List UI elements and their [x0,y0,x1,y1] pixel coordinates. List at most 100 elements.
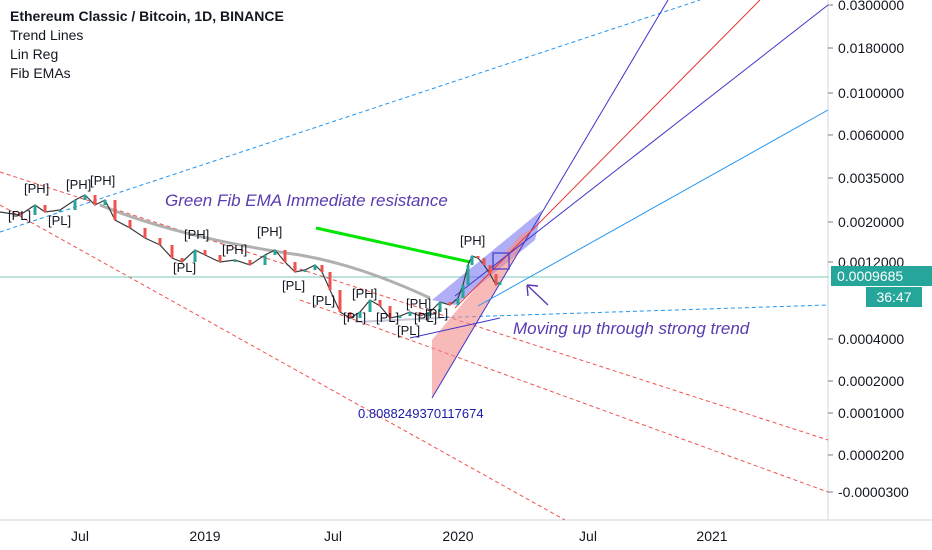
pivot-high-label: [PH] [257,224,282,239]
candle [293,262,297,272]
time-axis[interactable]: Jul 2019 Jul 2020 Jul 2021 [71,528,728,544]
blue-trend-line [477,109,829,307]
fib-ema-gray [99,203,431,300]
pivot-high-label: [PH] [184,227,209,242]
x-tick-label: Jul [324,528,342,544]
fib-value-label: 0.8088249370117674 [358,406,484,421]
fib-ema-low [354,317,441,323]
x-tick-label: Jul [579,528,597,544]
candle [303,270,307,272]
bottom-red-dashed-line [299,299,829,493]
chart-legend: Ethereum Classic / Bitcoin, 1D, BINANCE … [10,7,284,83]
pivot-low-label: [PL] [343,310,366,325]
y-tick-label: 0.0100000 [838,85,904,101]
red-trend-line [454,0,761,309]
candle [320,265,324,272]
candle [418,312,422,316]
candle [488,265,492,274]
y-tick-label: 0.0035000 [838,170,904,186]
y-tick-label: 0.0020000 [838,214,904,230]
pivot-high-label: [PH] [352,286,377,301]
lower-red-dashed-line [0,204,566,521]
blue-fib-zone [432,210,542,305]
symbol-title: Ethereum Classic / Bitcoin, 1D, BINANCE [10,8,284,24]
trend-annotation: Moving up through strong trend [513,319,750,338]
support-dashed-line [429,304,829,319]
candle [328,272,332,290]
candle [283,250,287,262]
candle [33,205,37,215]
candle [263,255,267,265]
candle [233,260,237,262]
x-tick-label: Jul [71,528,89,544]
pivot-high-label: [PH] [24,181,49,196]
highlight-box [492,252,510,270]
pivot-labels: [PH] [PH][PH][PL] [PL][PH][PH][PH][PL][PL]… [8,173,485,338]
candle [498,282,502,285]
candle [73,200,77,210]
candle [128,220,132,228]
candle [368,300,372,312]
candle [158,238,162,245]
pivot-high-label: [PH] [406,296,431,311]
pivot-low-label: [PL] [173,260,196,275]
y-tick-label: 0.0002000 [838,373,904,389]
price-axis[interactable]: 0.0300000 0.0180000 0.0100000 0.0060000 0.00… [828,0,909,500]
candle [494,274,498,285]
pivot-high-label: [PH] [90,173,115,188]
candle [482,258,486,265]
candle [470,256,474,265]
candle [388,306,392,318]
candle [438,302,442,312]
candle [18,212,22,215]
candles [18,195,502,318]
steep-trend-line [431,0,669,399]
x-tick-label: 2019 [189,528,220,544]
resistance-dashed-line [0,171,829,441]
arrow-icon [526,284,549,306]
candle [170,245,174,258]
candle [43,205,47,212]
indicator-fib-emas[interactable]: Fib EMAs [10,65,71,81]
candle [83,195,87,200]
candle [456,298,460,305]
purple-trend-line [454,4,829,297]
candle [348,312,352,318]
resistance-annotation: Green Fib EMA Immediate resistance [165,191,448,210]
pivot-low-label: [PL] [8,208,31,223]
y-tick-label: 0.0300000 [838,0,904,13]
candle [180,258,184,262]
pivot-low-label: [PL] [425,306,448,321]
candle [428,312,432,316]
candle [113,200,117,220]
y-tick-label: 0.0004000 [838,331,904,347]
candle [408,312,412,316]
pivot-low-label: [PL] [282,278,305,293]
x-tick-label: 2020 [442,528,473,544]
candle [58,210,62,212]
y-tick-label: 0.0060000 [838,127,904,143]
candle [193,250,197,262]
y-tick-label: 0.0001000 [838,405,904,421]
candle [358,312,362,318]
candle [461,285,465,298]
pivot-low-label: [PL] [312,293,335,308]
candle [476,256,480,258]
y-tick-label: 0.0180000 [838,40,904,56]
candle [218,255,222,262]
pivot-low-label: [PL] [376,310,399,325]
candle [378,300,382,306]
pivot-low-label: [PL] [397,323,420,338]
pivot-low-label: [PL] [414,310,437,325]
candle [248,260,252,265]
indicator-lin-reg[interactable]: Lin Reg [10,46,59,62]
candle [203,250,207,255]
indicator-trend-lines[interactable]: Trend Lines [10,27,84,43]
candle [466,265,470,285]
candle [338,290,342,312]
candle [313,265,317,270]
last-price-badge: 0.0009685 [831,266,932,286]
candle [398,316,402,318]
